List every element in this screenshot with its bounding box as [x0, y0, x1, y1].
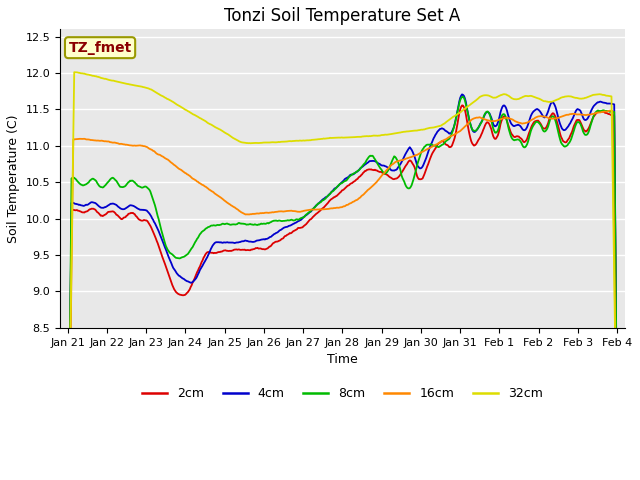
- Line: 16cm: 16cm: [68, 110, 617, 480]
- Line: 32cm: 32cm: [68, 72, 617, 480]
- Line: 4cm: 4cm: [68, 95, 617, 480]
- 8cm: [459, 94, 467, 99]
- 2cm: [478, 130, 486, 135]
- 32cm: [431, 124, 439, 130]
- 4cm: [458, 92, 466, 97]
- Y-axis label: Soil Temperature (C): Soil Temperature (C): [7, 114, 20, 243]
- 2cm: [388, 175, 396, 181]
- 16cm: [205, 187, 213, 192]
- 4cm: [613, 418, 621, 423]
- 16cm: [312, 207, 320, 213]
- 32cm: [206, 121, 214, 127]
- 2cm: [458, 103, 466, 108]
- 32cm: [613, 458, 621, 464]
- 4cm: [161, 245, 169, 251]
- 8cm: [431, 143, 438, 149]
- 16cm: [607, 108, 614, 113]
- 16cm: [161, 155, 169, 161]
- Line: 2cm: 2cm: [68, 106, 617, 480]
- 8cm: [478, 118, 486, 124]
- Text: TZ_fmet: TZ_fmet: [68, 41, 132, 55]
- 8cm: [312, 203, 320, 208]
- 16cm: [613, 456, 621, 462]
- 16cm: [477, 115, 485, 121]
- 2cm: [431, 147, 438, 153]
- 8cm: [161, 240, 169, 246]
- 4cm: [478, 118, 486, 123]
- 16cm: [431, 143, 438, 148]
- 4cm: [388, 168, 396, 173]
- 2cm: [613, 424, 621, 430]
- Legend: 2cm, 4cm, 8cm, 16cm, 32cm: 2cm, 4cm, 8cm, 16cm, 32cm: [137, 382, 548, 405]
- 32cm: [478, 93, 486, 99]
- 16cm: [388, 162, 396, 168]
- Title: Tonzi Soil Temperature Set A: Tonzi Soil Temperature Set A: [224, 7, 461, 25]
- 32cm: [70, 69, 78, 75]
- 8cm: [205, 224, 213, 230]
- 8cm: [388, 159, 396, 165]
- 32cm: [314, 136, 321, 142]
- 4cm: [431, 134, 438, 140]
- X-axis label: Time: Time: [327, 353, 358, 366]
- 4cm: [312, 203, 320, 208]
- 2cm: [161, 261, 169, 267]
- 32cm: [162, 95, 170, 101]
- 32cm: [388, 131, 396, 137]
- Line: 8cm: 8cm: [68, 96, 617, 480]
- 2cm: [205, 249, 213, 255]
- 8cm: [613, 422, 621, 428]
- 4cm: [205, 251, 213, 256]
- 2cm: [312, 211, 320, 216]
